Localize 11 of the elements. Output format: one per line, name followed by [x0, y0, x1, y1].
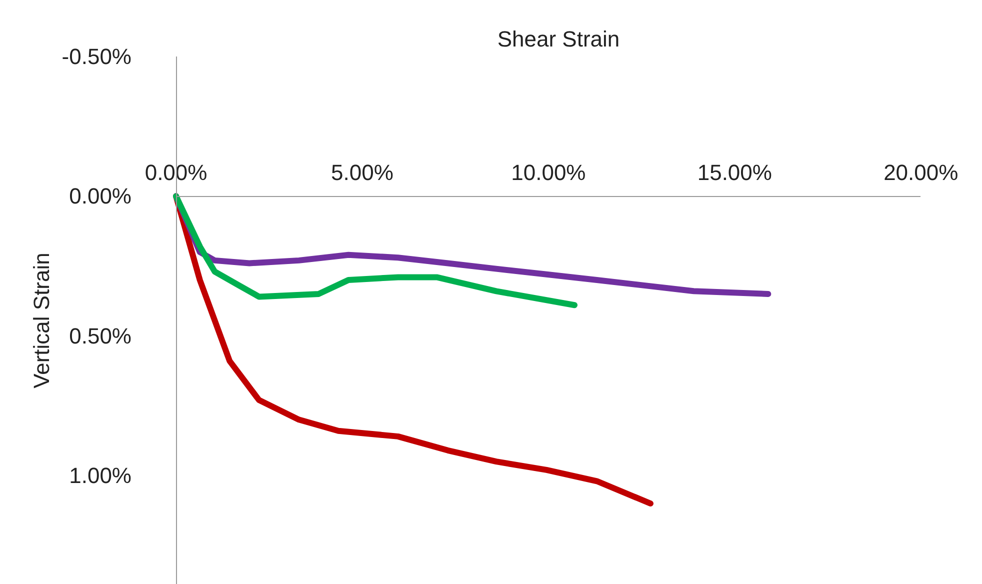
- x-tick-label: 5.00%: [331, 160, 394, 186]
- y-tick-label: -0.50%: [62, 44, 132, 69]
- x-axis-title: Shear Strain: [497, 26, 620, 52]
- x-tick-label: 20.00%: [884, 160, 958, 186]
- y-tick-label: 0.50%: [69, 323, 132, 348]
- x-tick-label: 10.00%: [511, 160, 586, 186]
- x-tick-label: 15.00%: [697, 160, 772, 186]
- x-tick-label: 0.00%: [144, 160, 208, 186]
- y-tick-label: 1.00%: [69, 463, 132, 488]
- y-axis-title: Vertical Strain: [28, 252, 54, 388]
- y-tick-label: 0.00%: [69, 184, 132, 209]
